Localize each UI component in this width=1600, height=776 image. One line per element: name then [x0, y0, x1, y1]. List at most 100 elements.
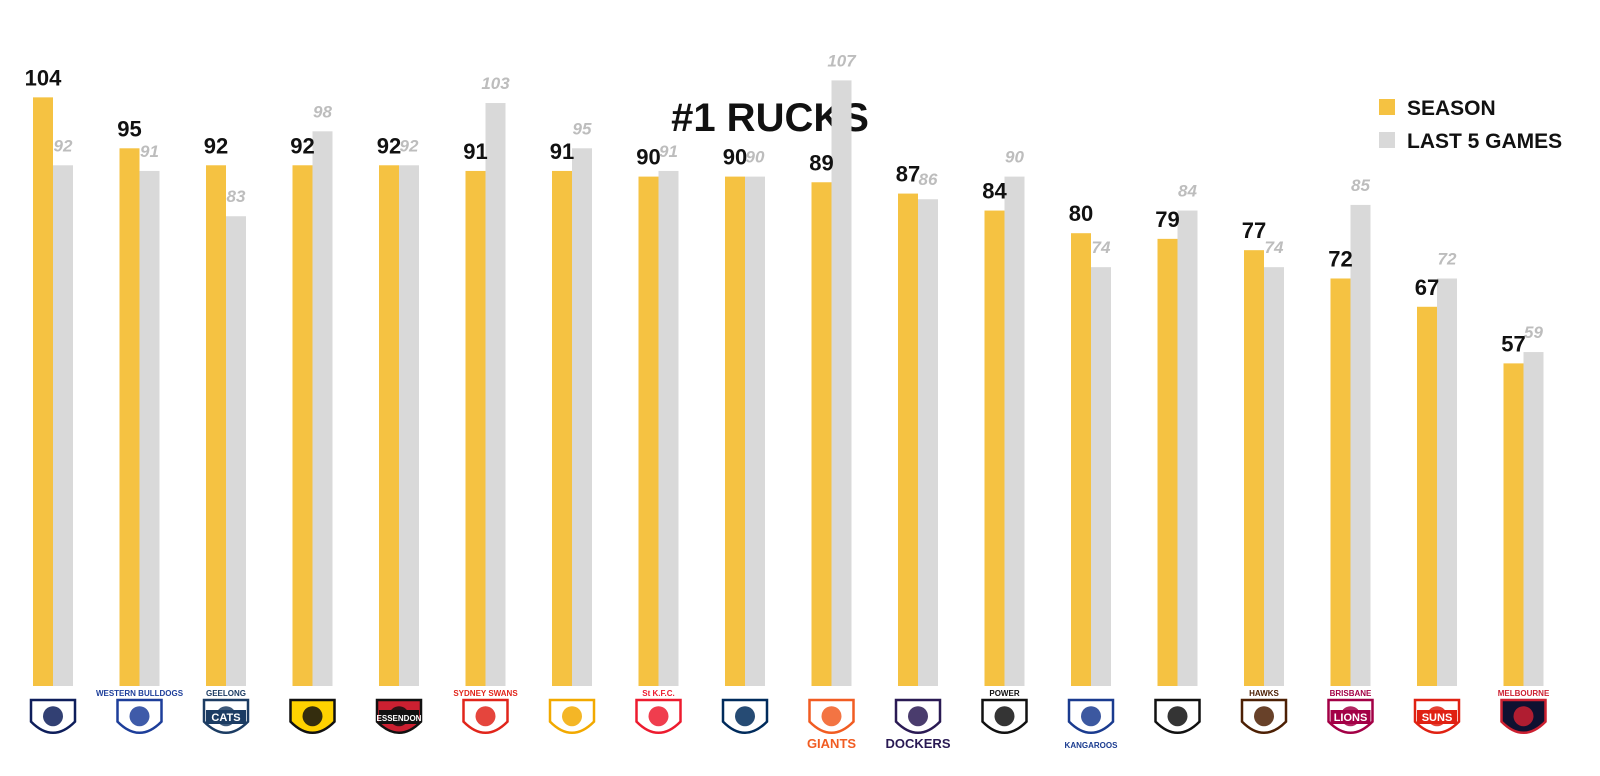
bar-last5-9	[831, 80, 852, 686]
label-last5-17: 59	[1524, 323, 1543, 342]
goldcoast-logo-icon: SUNS	[1413, 698, 1461, 735]
label-season-6: 91	[550, 139, 574, 164]
label-last5-16: 72	[1438, 249, 1457, 268]
kangaroos-logo-icon: KANGAROOS	[1065, 698, 1119, 750]
carlton-logo-icon-emblem	[43, 706, 63, 727]
sydney-logo-icon-top-text: SYDNEY SWANS	[453, 689, 518, 698]
essendon-logo-icon: ESSENDON	[375, 698, 423, 735]
essendon-logo-icon-main-text: ESSENDON	[377, 714, 422, 723]
label-season-14: 77	[1242, 218, 1266, 243]
bar-season-8	[725, 176, 745, 686]
bar-season-7	[638, 176, 659, 686]
label-last5-9: 107	[827, 51, 857, 70]
bar-last5-4	[399, 165, 419, 686]
label-season-3: 92	[290, 133, 314, 158]
adelaide-logo-icon	[721, 698, 769, 735]
bar-season-16	[1417, 306, 1437, 686]
bar-last5-13	[1177, 210, 1198, 686]
stkilda-logo-icon: St K.F.C.	[635, 689, 682, 735]
label-season-12: 80	[1069, 201, 1093, 226]
bar-last5-2	[226, 216, 246, 686]
legend-label-season: SEASON	[1407, 97, 1496, 120]
bar-last5-5	[485, 103, 506, 686]
label-last5-5: 103	[481, 74, 510, 93]
essendon-logo-icon-band	[379, 710, 419, 724]
bar-last5-17	[1523, 352, 1544, 686]
label-last5-6: 95	[573, 119, 592, 138]
hawthorn-logo-icon-top-text: HAWKS	[1249, 689, 1279, 698]
bar-last5-0	[53, 165, 73, 686]
bar-last5-3	[312, 131, 333, 686]
label-last5-15: 85	[1351, 176, 1370, 195]
label-season-8: 90	[723, 145, 747, 170]
bulldogs-logo-icon-top-text: WESTERN BULLDOGS	[96, 689, 184, 698]
bar-last5-16	[1437, 278, 1457, 686]
label-last5-8: 90	[746, 148, 765, 167]
label-season-10: 87	[896, 162, 920, 187]
geelong-logo-icon-top-text: GEELONG	[206, 689, 246, 698]
brisbane-logo-icon: BRISBANE LIONS	[1327, 689, 1374, 735]
goldcoast-logo-icon-band	[1417, 710, 1457, 724]
label-last5-4: 92	[400, 136, 419, 155]
legend-swatch-last5	[1379, 132, 1395, 148]
label-season-2: 92	[204, 133, 228, 158]
label-last5-3: 98	[313, 102, 332, 121]
stkilda-logo-icon-top-text: St K.F.C.	[642, 689, 674, 698]
portadelaide-logo-icon-emblem	[994, 706, 1015, 727]
melbourne-logo-icon: MELBOURNE	[1498, 689, 1550, 735]
gws-logo-icon-under-text: GIANTS	[807, 736, 856, 751]
bar-last5-14	[1264, 267, 1284, 686]
bar-last5-11	[1004, 176, 1025, 686]
label-last5-14: 74	[1265, 238, 1284, 257]
bar-last5-15	[1350, 204, 1371, 686]
label-last5-12: 74	[1092, 238, 1111, 257]
label-last5-13: 84	[1178, 182, 1197, 201]
bar-last5-7	[658, 170, 679, 686]
bar-season-2	[206, 165, 226, 686]
geelong-logo-icon-band	[206, 710, 246, 724]
bar-season-5	[465, 170, 486, 686]
carlton-logo-icon	[29, 698, 77, 735]
stkilda-logo-icon-emblem	[648, 706, 669, 727]
sydney-logo-icon: SYDNEY SWANS	[453, 689, 518, 735]
label-last5-2: 83	[227, 187, 246, 206]
sydney-logo-icon-emblem	[475, 706, 496, 727]
collingwood-logo-icon-emblem	[1167, 706, 1188, 727]
fremantle-logo-icon: DOCKERS	[885, 698, 951, 751]
label-season-5: 91	[463, 139, 487, 164]
bar-season-11	[984, 210, 1005, 686]
bar-season-12	[1071, 233, 1091, 686]
melbourne-logo-icon-emblem	[1513, 706, 1534, 727]
bar-season-13	[1157, 238, 1178, 687]
portadelaide-logo-icon-top-text: POWER	[989, 689, 1019, 698]
hawthorn-logo-icon-emblem	[1254, 706, 1274, 727]
portadelaide-logo-icon: POWER	[981, 689, 1028, 735]
westcoast-logo-icon	[548, 698, 596, 735]
melbourne-logo-icon-top-text: MELBOURNE	[1498, 689, 1550, 698]
adelaide-logo-icon-emblem	[735, 706, 755, 727]
bar-season-17	[1503, 363, 1524, 686]
label-season-15: 72	[1328, 246, 1352, 271]
brisbane-logo-icon-top-text: BRISBANE	[1330, 689, 1372, 698]
kangaroos-logo-icon-under-text: KANGAROOS	[1065, 741, 1119, 750]
brisbane-logo-icon-main-text: LIONS	[1334, 712, 1368, 724]
team-logos-layer: WESTERN BULLDOGS GEELONG CATS ESSENDON SYDNE…	[29, 689, 1550, 751]
geelong-logo-icon: GEELONG CATS	[202, 689, 250, 735]
bars-layer	[33, 80, 1544, 687]
bar-last5-6	[572, 148, 592, 687]
legend-swatch-season	[1379, 99, 1395, 115]
legend-label-last5: LAST 5 GAMES	[1407, 130, 1562, 153]
label-last5-10: 86	[919, 170, 938, 189]
brisbane-logo-icon-band	[1330, 710, 1371, 724]
bar-last5-12	[1091, 267, 1111, 686]
label-season-4: 92	[377, 133, 401, 158]
bar-season-9	[811, 182, 832, 686]
label-season-0: 104	[25, 65, 62, 90]
gws-logo-icon: GIANTS	[807, 698, 856, 751]
label-season-7: 90	[636, 145, 660, 170]
label-last5-11: 90	[1005, 148, 1024, 167]
bar-season-10	[898, 193, 918, 686]
bar-season-3	[292, 165, 313, 686]
